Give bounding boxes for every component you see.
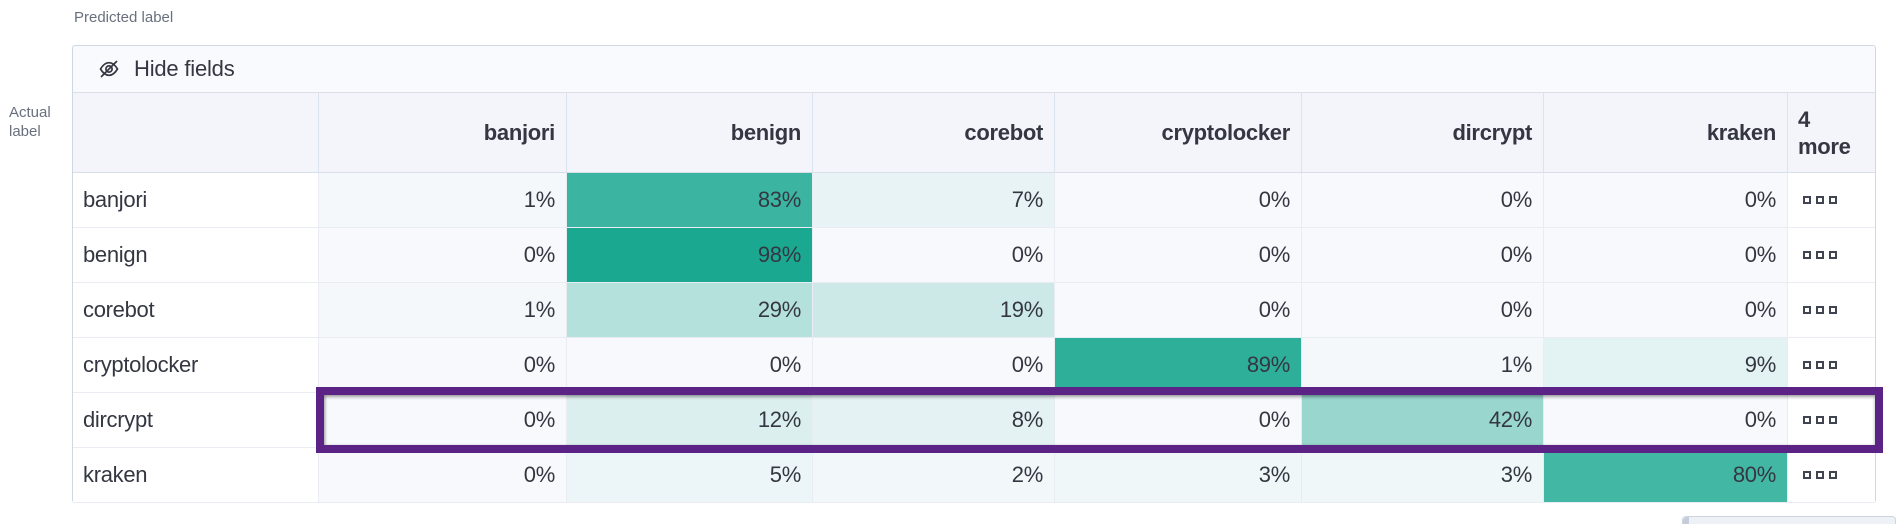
row-label-dircrypt: dircrypt — [73, 393, 319, 448]
matrix-cell-banjori-corebot[interactable]: 7% — [813, 173, 1055, 228]
column-header-corebot[interactable]: corebot — [813, 93, 1055, 173]
boxes-horizontal-icon — [1816, 471, 1824, 479]
column-header-cryptolocker[interactable]: cryptolocker — [1055, 93, 1302, 173]
boxes-horizontal-icon — [1803, 196, 1811, 204]
horizontal-scrollbar[interactable] — [1682, 516, 1896, 524]
matrix-cell-dircrypt-benign[interactable]: 12% — [567, 393, 813, 448]
predicted-label-axis: Predicted label — [74, 9, 174, 26]
matrix-row-corebot: corebot 1% 29% 19% 0% 0% 0% — [73, 283, 1875, 338]
matrix-cell-corebot-benign[interactable]: 29% — [567, 283, 813, 338]
matrix-cell-kraken-dircrypt[interactable]: 3% — [1302, 448, 1544, 503]
boxes-horizontal-icon — [1829, 196, 1837, 204]
matrix-cell-dircrypt-cryptolocker[interactable]: 0% — [1055, 393, 1302, 448]
boxes-horizontal-icon — [1816, 251, 1824, 259]
matrix-cell-dircrypt-kraken[interactable]: 0% — [1544, 393, 1788, 448]
more-columns-cell[interactable] — [1788, 393, 1875, 448]
more-columns-cell[interactable] — [1788, 283, 1875, 338]
matrix-cell-dircrypt-banjori[interactable]: 0% — [319, 393, 567, 448]
boxes-horizontal-icon — [1829, 416, 1837, 424]
row-label-kraken: kraken — [73, 448, 319, 503]
data-grid-toolbar: Hide fields — [73, 46, 1875, 93]
matrix-cell-cryptolocker-benign[interactable]: 0% — [567, 338, 813, 393]
boxes-horizontal-icon — [1803, 306, 1811, 314]
hide-fields-label: Hide fields — [134, 56, 235, 81]
matrix-cell-benign-kraken[interactable]: 0% — [1544, 228, 1788, 283]
matrix-cell-banjori-cryptolocker[interactable]: 0% — [1055, 173, 1302, 228]
matrix-cell-corebot-dircrypt[interactable]: 0% — [1302, 283, 1544, 338]
column-header-kraken[interactable]: kraken — [1544, 93, 1788, 173]
more-columns-cell[interactable] — [1788, 448, 1875, 503]
boxes-horizontal-icon — [1829, 306, 1837, 314]
row-label-cryptolocker: cryptolocker — [73, 338, 319, 393]
boxes-horizontal-icon — [1803, 416, 1811, 424]
row-label-corebot: corebot — [73, 283, 319, 338]
matrix-cell-benign-banjori[interactable]: 0% — [319, 228, 567, 283]
matrix-cell-banjori-dircrypt[interactable]: 0% — [1302, 173, 1544, 228]
matrix-cell-dircrypt-corebot[interactable]: 8% — [813, 393, 1055, 448]
matrix-cell-corebot-cryptolocker[interactable]: 0% — [1055, 283, 1302, 338]
row-label-benign: benign — [73, 228, 319, 283]
matrix-row-benign: benign 0% 98% 0% 0% 0% 0% — [73, 228, 1875, 283]
matrix-body: banjori 1% 83% 7% 0% 0% 0% benign 0% 98% 0% 0% 0% 0% c… — [73, 173, 1875, 503]
matrix-cell-cryptolocker-dircrypt[interactable]: 1% — [1302, 338, 1544, 393]
matrix-cell-banjori-banjori[interactable]: 1% — [319, 173, 567, 228]
boxes-horizontal-icon — [1803, 361, 1811, 369]
corner-header-cell — [73, 93, 319, 173]
matrix-row-cryptolocker: cryptolocker 0% 0% 0% 89% 1% 9% — [73, 338, 1875, 393]
boxes-horizontal-icon — [1829, 471, 1837, 479]
hide-fields-button[interactable]: Hide fields — [97, 56, 235, 82]
boxes-horizontal-icon — [1829, 361, 1837, 369]
matrix-cell-cryptolocker-cryptolocker[interactable]: 89% — [1055, 338, 1302, 393]
column-header-dircrypt[interactable]: dircrypt — [1302, 93, 1544, 173]
boxes-horizontal-icon — [1816, 196, 1824, 204]
matrix-cell-corebot-banjori[interactable]: 1% — [319, 283, 567, 338]
more-columns-cell[interactable] — [1788, 338, 1875, 393]
boxes-horizontal-icon — [1816, 306, 1824, 314]
matrix-cell-dircrypt-dircrypt[interactable]: 42% — [1302, 393, 1544, 448]
matrix-cell-cryptolocker-banjori[interactable]: 0% — [319, 338, 567, 393]
matrix-cell-cryptolocker-corebot[interactable]: 0% — [813, 338, 1055, 393]
matrix-cell-kraken-corebot[interactable]: 2% — [813, 448, 1055, 503]
matrix-cell-kraken-cryptolocker[interactable]: 3% — [1055, 448, 1302, 503]
column-header-row: banjori benign corebot cryptolocker dircrypt… — [73, 93, 1875, 173]
boxes-horizontal-icon — [1816, 361, 1824, 369]
matrix-cell-cryptolocker-kraken[interactable]: 9% — [1544, 338, 1788, 393]
column-header-banjori[interactable]: banjori — [319, 93, 567, 173]
matrix-cell-corebot-corebot[interactable]: 19% — [813, 283, 1055, 338]
confusion-matrix-table: Hide fields banjori benign corebot cryptolo… — [72, 45, 1883, 503]
matrix-cell-banjori-kraken[interactable]: 0% — [1544, 173, 1788, 228]
matrix-cell-kraken-banjori[interactable]: 0% — [319, 448, 567, 503]
matrix-cell-banjori-benign[interactable]: 83% — [567, 173, 813, 228]
eye-closed-icon — [97, 57, 121, 81]
column-header-benign[interactable]: benign — [567, 93, 813, 173]
boxes-horizontal-icon — [1816, 416, 1824, 424]
more-columns-cell[interactable] — [1788, 173, 1875, 228]
matrix-cell-benign-cryptolocker[interactable]: 0% — [1055, 228, 1302, 283]
matrix-row-banjori: banjori 1% 83% 7% 0% 0% 0% — [73, 173, 1875, 228]
matrix-cell-benign-dircrypt[interactable]: 0% — [1302, 228, 1544, 283]
matrix-cell-kraken-benign[interactable]: 5% — [567, 448, 813, 503]
matrix-cell-benign-corebot[interactable]: 0% — [813, 228, 1055, 283]
boxes-horizontal-icon — [1803, 251, 1811, 259]
boxes-horizontal-icon — [1803, 471, 1811, 479]
column-header-more[interactable]: 4 more — [1788, 93, 1875, 173]
matrix-cell-corebot-kraken[interactable]: 0% — [1544, 283, 1788, 338]
actual-label-axis: Actual label — [9, 104, 51, 140]
matrix-row-dircrypt: dircrypt 0% 12% 8% 0% 42% 0% — [73, 393, 1875, 448]
matrix-row-kraken: kraken 0% 5% 2% 3% 3% 80% — [73, 448, 1875, 503]
matrix-cell-kraken-kraken[interactable]: 80% — [1544, 448, 1788, 503]
row-label-banjori: banjori — [73, 173, 319, 228]
boxes-horizontal-icon — [1829, 251, 1837, 259]
matrix-cell-benign-benign[interactable]: 98% — [567, 228, 813, 283]
more-columns-cell[interactable] — [1788, 228, 1875, 283]
